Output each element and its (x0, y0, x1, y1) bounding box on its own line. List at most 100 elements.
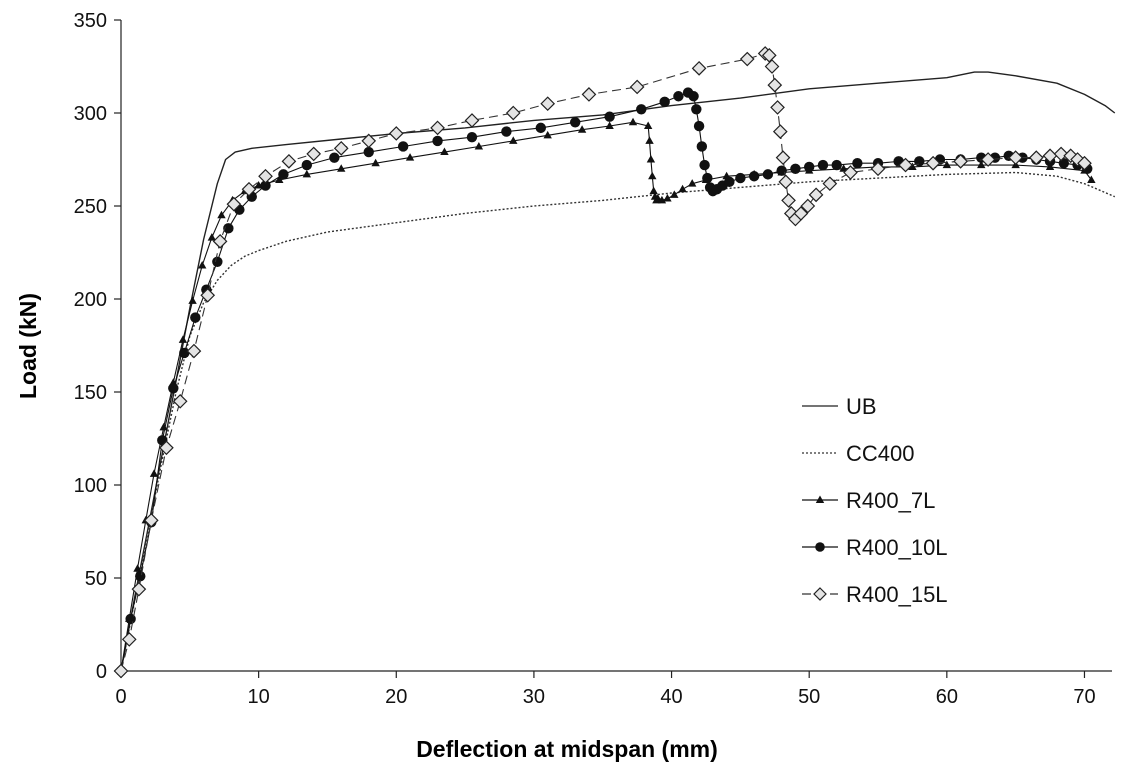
data-point-R400_10L (831, 159, 842, 171)
x-axis-title: Deflection at midspan (mm) (416, 736, 718, 762)
data-point-R400_7L (678, 184, 687, 193)
legend: UB CC400 R400_7L R400_10L R400_15L (802, 394, 948, 607)
data-point-R400_10L (179, 347, 190, 359)
data-point-R400_15L (793, 206, 809, 221)
data-point-R400_7L (198, 261, 207, 269)
data-point-R400_7L (908, 162, 917, 170)
legend-item-R400_7L: R400_7L (802, 488, 935, 513)
data-point-R400_15L (778, 174, 794, 190)
data-point-R400_15L (781, 193, 796, 208)
data-point-R400_15L (739, 51, 755, 67)
data-point-R400_10L (636, 104, 647, 115)
data-point-R400_15L (361, 133, 377, 149)
y-tick-label: 350 (74, 10, 107, 32)
data-point-R400_10L (135, 570, 146, 582)
data-point-R400_15L (258, 168, 273, 184)
x-tick-label: 70 (1073, 686, 1095, 708)
data-point-R400_15L (1077, 155, 1092, 171)
data-point-R400_15L (581, 87, 597, 102)
data-point-R400_10L (212, 256, 223, 267)
data-point-R400_10L (260, 180, 271, 191)
data-point-R400_7L (440, 147, 449, 156)
legend-label: UB (846, 394, 877, 419)
legend-item-CC400: CC400 (802, 441, 914, 466)
series-R400_10L (115, 87, 1093, 677)
legend-marker (813, 587, 827, 601)
data-point-R400_10L (724, 176, 735, 188)
data-point-R400_15L (898, 157, 913, 173)
data-point-R400_15L (121, 632, 137, 647)
x-tick-label: 30 (523, 686, 545, 708)
data-point-R400_15L (430, 120, 445, 136)
data-point-R400_15L (1008, 150, 1024, 165)
legend-item-R400_15L: R400_15L (802, 582, 948, 607)
data-point-R400_7L (643, 121, 653, 130)
series-R400_7L (116, 117, 1096, 674)
data-point-R400_10L (691, 104, 702, 115)
data-point-R400_15L (808, 187, 824, 203)
x-tick-label: 10 (248, 686, 270, 708)
data-point-R400_7L (178, 335, 188, 343)
data-point-R400_15L (764, 59, 780, 74)
data-point-R400_7L (405, 153, 415, 161)
data-point-R400_15L (800, 198, 816, 214)
data-point-R400_15L (1053, 146, 1069, 162)
series-layer (113, 46, 1116, 679)
data-point-R400_10L (501, 126, 512, 137)
data-point-R400_10L (535, 122, 546, 134)
data-point-R400_15L (281, 154, 297, 169)
data-point-R400_7L (474, 141, 484, 150)
y-tick-label: 50 (85, 568, 107, 590)
data-point-R400_10L (363, 146, 374, 158)
data-point-R400_15L (775, 150, 791, 165)
data-point-R400_10L (397, 141, 409, 152)
data-point-R400_7L (302, 169, 312, 178)
data-point-R400_7L (646, 155, 656, 163)
y-tick-label: 0 (96, 661, 107, 683)
data-point-R400_10L (688, 91, 699, 102)
data-point-R400_7L (649, 186, 658, 195)
data-point-R400_7L (942, 160, 952, 169)
data-point-R400_10L (223, 223, 234, 234)
data-point-R400_10L (570, 117, 581, 128)
legend-marker (815, 542, 825, 552)
data-point-R400_10L (702, 172, 713, 184)
x-tick-label: 40 (660, 686, 682, 708)
data-point-R400_10L (790, 163, 801, 174)
data-point-R400_10L (699, 159, 710, 171)
data-point-R400_15L (953, 154, 968, 169)
data-point-R400_7L (688, 179, 697, 187)
data-point-R400_15L (113, 663, 129, 679)
data-point-R400_10L (673, 91, 684, 102)
legend-label: CC400 (846, 441, 914, 466)
data-point-R400_10L (762, 169, 774, 180)
data-point-R400_10L (696, 141, 708, 152)
data-point-R400_10L (466, 131, 478, 143)
data-point-R400_7L (648, 171, 657, 180)
data-point-R400_15L (226, 196, 242, 212)
data-point-R400_7L (207, 233, 217, 241)
data-point-R400_7L (217, 210, 226, 219)
data-point-R400_10L (693, 120, 705, 132)
data-point-R400_15L (925, 155, 941, 171)
data-point-R400_15L (761, 47, 777, 63)
y-tick-label: 200 (74, 289, 107, 311)
data-point-R400_10L (301, 159, 313, 171)
data-point-R400_15L (333, 140, 349, 156)
data-point-R400_15L (186, 343, 202, 359)
legend-item-UB: UB (802, 394, 877, 419)
data-point-R400_10L (735, 172, 746, 184)
axes: 0 10 20 30 40 50 60 70 0 50 100 150 200 250 300 350 (74, 10, 1112, 708)
x-tick-label: 60 (936, 686, 958, 708)
data-point-R400_7L (509, 136, 518, 144)
data-point-R400_15L (870, 161, 886, 177)
data-point-R400_10L (432, 135, 443, 147)
data-point-R400_15L (822, 176, 838, 192)
legend-label: R400_10L (846, 535, 948, 560)
data-point-R400_10L (748, 171, 760, 182)
legend-label: R400_7L (846, 488, 935, 513)
legend-item-R400_10L: R400_10L (802, 535, 948, 560)
legend-marker (815, 495, 825, 503)
data-point-R400_15L (767, 77, 783, 93)
data-point-R400_7L (628, 117, 638, 126)
